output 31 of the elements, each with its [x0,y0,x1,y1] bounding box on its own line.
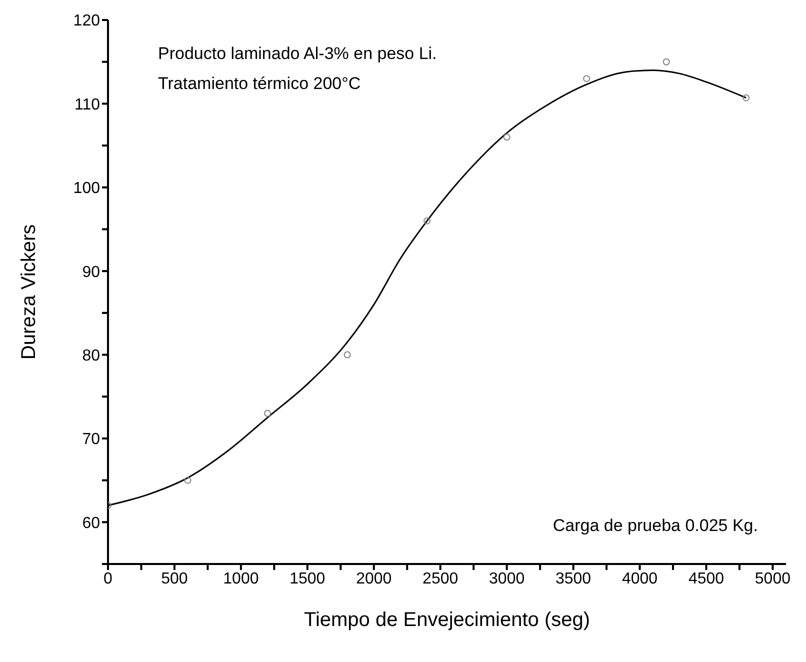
point [264,410,272,417]
annotation: Producto laminado Al-3% en peso Li. [158,44,437,64]
x-tick-label: 4500 [688,570,724,588]
y-axis-title: Dureza Vickers [18,224,40,360]
annotation: Tratamiento térmico 200°C [158,74,361,94]
point [344,351,351,358]
y-tick-label: 100 [73,180,100,198]
point [184,476,192,484]
x-tick-label: 1500 [290,570,326,588]
x-tick-label: 4000 [622,570,658,588]
x-tick-label: 0 [104,570,113,588]
point [424,217,431,224]
x-tick-label: 3000 [489,570,525,588]
x-tick-label: 3500 [555,570,592,588]
y-tick-label: 60 [82,514,100,532]
y-tick-label: 120 [73,12,100,30]
y-tick-label: 80 [82,347,100,364]
x-tick-label: 2500 [422,570,458,588]
x-tick-label: 1000 [223,570,259,588]
point [742,94,750,102]
y-tick-label: 70 [82,431,100,448]
x-tick-label: 500 [161,570,188,588]
point [662,58,670,66]
x-tick-label: 2000 [356,570,392,588]
x-tick-label: 5000 [754,570,791,588]
annotation: Carga de prueba 0.025 Kg. [552,516,758,536]
point [503,134,510,141]
point [583,75,590,82]
x-axis-title: Tiempo de Envejecimiento (seg) [304,609,590,631]
y-tick-label: 110 [74,96,100,114]
y-tick-label: 90 [82,264,100,281]
